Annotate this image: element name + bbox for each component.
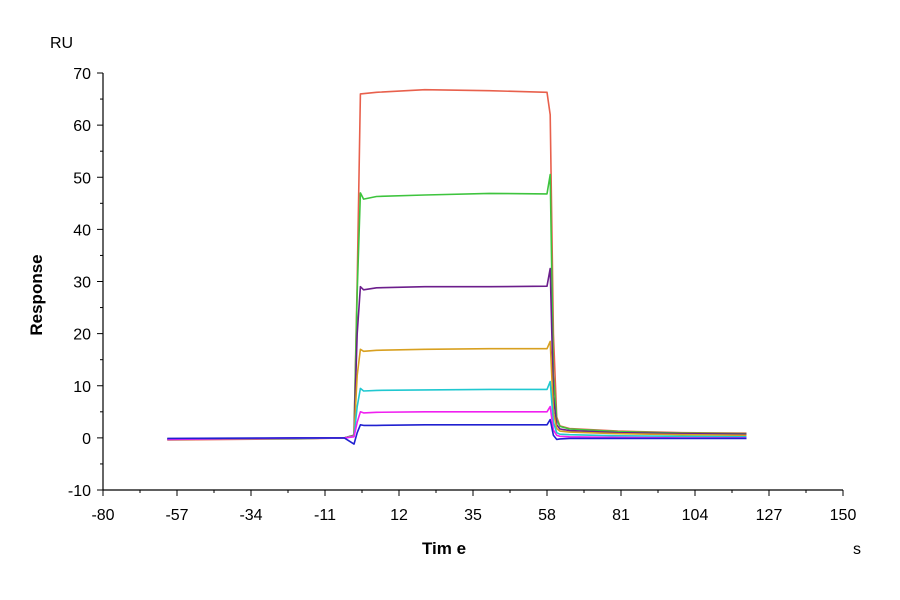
- series-line-7: [167, 418, 747, 445]
- x-tick-label: -34: [239, 507, 262, 524]
- x-tick-label: 35: [464, 507, 482, 524]
- y-tick-label: 40: [73, 222, 91, 239]
- x-tick-label: 104: [682, 507, 709, 524]
- y-tick-label: 10: [73, 379, 91, 396]
- series-line-3: [167, 267, 747, 440]
- x-tick-label: 12: [390, 507, 408, 524]
- series-line-1: [167, 88, 747, 441]
- y-tick-label: 70: [73, 66, 91, 83]
- y-tick-label: 0: [82, 431, 91, 448]
- axes: [102, 73, 843, 491]
- series-layer: [167, 88, 747, 445]
- series-line-6: [167, 405, 747, 441]
- y-axis-title: Response: [27, 254, 46, 335]
- x-tick-label: 81: [612, 507, 630, 524]
- y-tick-label: -10: [68, 483, 91, 500]
- series-line-5: [167, 380, 747, 440]
- y-unit-label: RU: [50, 35, 73, 52]
- x-unit-label: s: [853, 541, 861, 558]
- y-tick-label: 20: [73, 327, 91, 344]
- x-ticks: -80 -57 -34 -11 12 35 58 81 104 127 150: [91, 490, 856, 524]
- y-tick-label: 30: [73, 275, 91, 292]
- x-tick-label: -57: [165, 507, 188, 524]
- x-tick-label: 150: [830, 507, 857, 524]
- x-tick-label: 127: [756, 507, 783, 524]
- y-tick-label: 50: [73, 170, 91, 187]
- x-axis-title: Tim e: [422, 539, 466, 558]
- y-tick-label: 60: [73, 118, 91, 135]
- y-ticks: -10 0 10 20 30 40 50 60 70: [68, 66, 103, 500]
- x-tick-label: -11: [314, 507, 336, 524]
- x-tick-label: -80: [91, 507, 114, 524]
- x-tick-label: 58: [538, 507, 556, 524]
- series-line-2: [167, 173, 747, 441]
